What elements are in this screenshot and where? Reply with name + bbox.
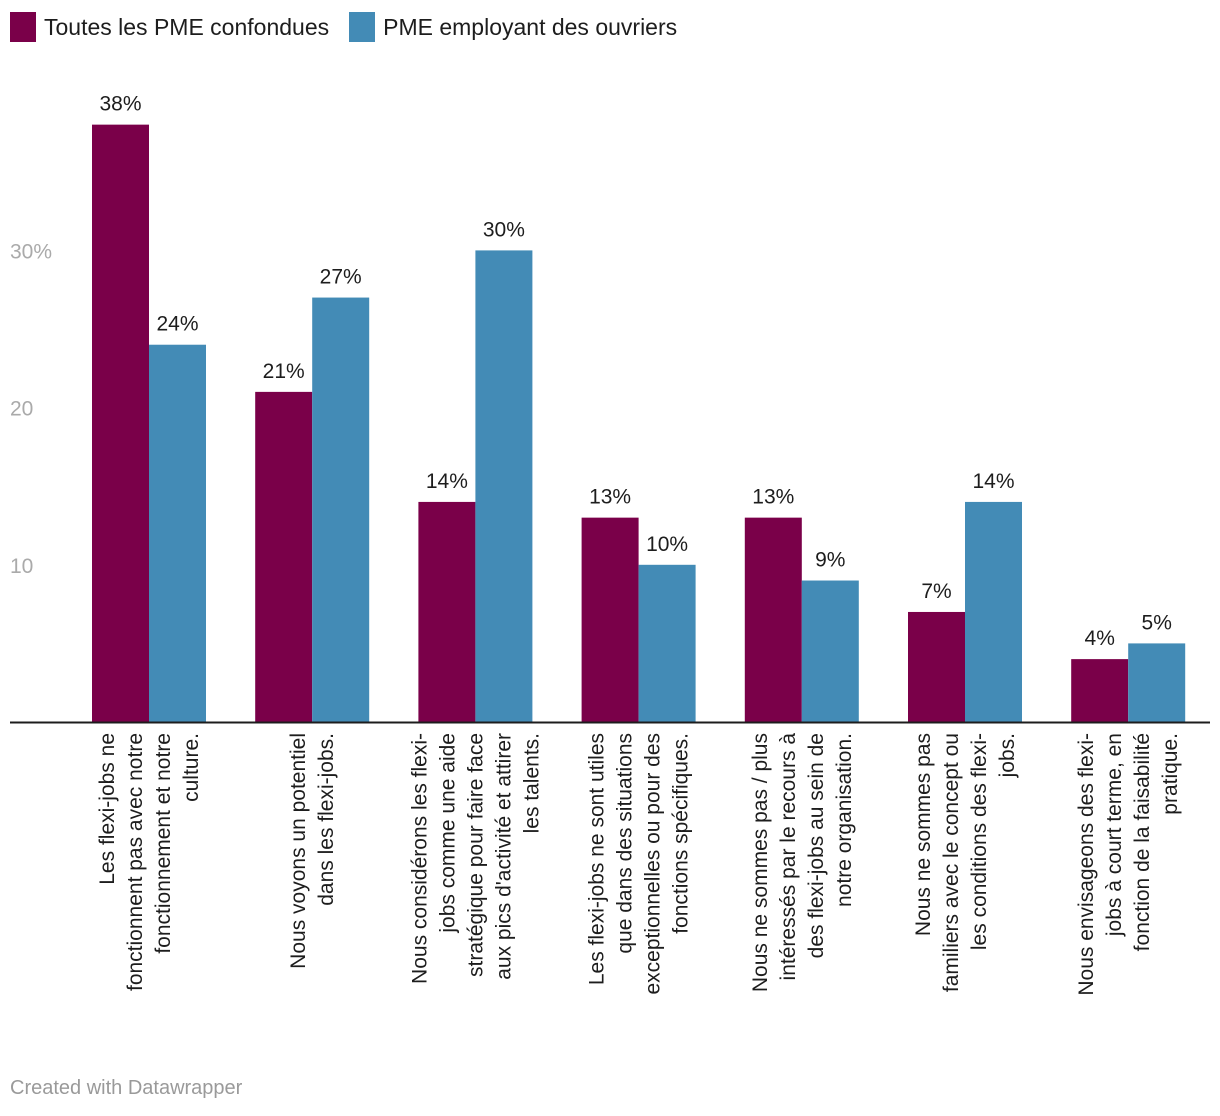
y-tick-label: 20	[10, 398, 33, 421]
legend: Toutes les PME confondues PME employant …	[10, 12, 697, 42]
data-label: 14%	[972, 470, 1014, 493]
bar-sme-workers	[149, 344, 206, 722]
x-tick-label: Nous voyons un potentiel dans les flexi-j…	[287, 733, 338, 969]
bar-sme-workers	[475, 250, 533, 722]
bar-all-sme	[581, 517, 639, 722]
data-label: 5%	[1142, 611, 1172, 634]
x-tick-label: Les flexi-jobs ne fonctionnent pas avec n…	[96, 733, 203, 991]
bar-sme-workers	[312, 297, 370, 722]
data-label: 38%	[99, 93, 141, 116]
legend-item-all-sme: Toutes les PME confondues	[10, 12, 329, 42]
legend-item-sme-workers: PME employant des ouvriers	[349, 12, 677, 42]
bar-sme-workers	[638, 564, 696, 722]
bar-all-sme	[418, 501, 476, 722]
data-label: 14%	[426, 470, 468, 493]
bar-all-sme	[744, 517, 802, 722]
data-label: 9%	[815, 549, 845, 572]
bar-sme-workers	[801, 580, 859, 722]
bar-sme-workers	[1128, 643, 1186, 722]
data-label: 10%	[646, 533, 688, 556]
x-tick-label: Nous ne sommes pas familiers avec le conc…	[912, 733, 1019, 992]
x-tick-label: Nous considérons les flexi-jobs comme un…	[408, 733, 543, 984]
data-label: 7%	[921, 580, 951, 603]
x-tick-label: Les flexi-jobs ne sont utiles que dans de…	[586, 733, 693, 995]
x-tick-label: Nous envisageons des flexi-jobs à court …	[1075, 733, 1182, 996]
legend-label-all-sme: Toutes les PME confondues	[44, 13, 330, 40]
bar-all-sme	[255, 391, 313, 722]
bar-all-sme	[1071, 659, 1129, 722]
bar-sme-workers	[965, 501, 1022, 722]
legend-swatch-all-sme	[10, 12, 36, 42]
legend-swatch-sme-workers	[349, 12, 376, 42]
footer-credit: Created with Datawrapper	[10, 1077, 243, 1099]
data-label: 21%	[263, 360, 305, 383]
data-label: 4%	[1085, 627, 1115, 650]
bar-all-sme	[92, 124, 149, 722]
x-tick-label: Nous ne sommes pas / plus intéressés par …	[749, 733, 856, 992]
data-label: 13%	[589, 486, 631, 509]
data-label: 13%	[752, 486, 794, 509]
bar-all-sme	[908, 611, 965, 722]
data-label: 30%	[483, 218, 525, 241]
legend-label-sme-workers: PME employant des ouvriers	[383, 13, 678, 40]
y-tick-label: 10	[10, 555, 33, 578]
y-tick-label: 30%	[10, 240, 52, 263]
data-label: 24%	[156, 313, 198, 336]
data-label: 27%	[320, 266, 362, 289]
